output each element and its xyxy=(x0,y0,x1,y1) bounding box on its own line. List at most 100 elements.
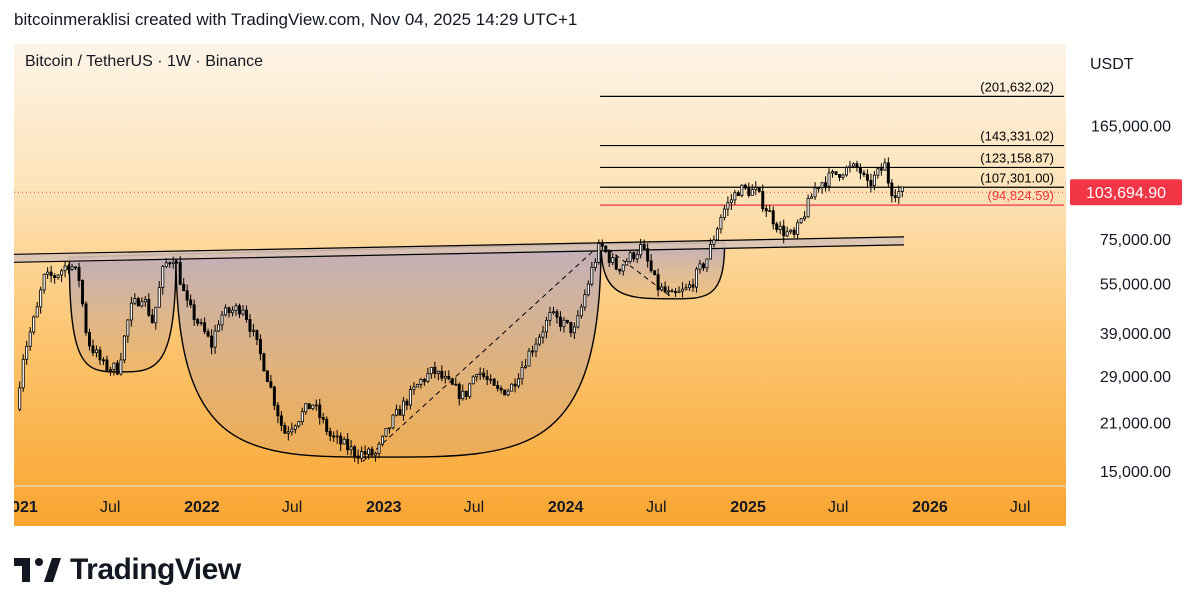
y-tick-label: 21,000.00 xyxy=(1100,415,1171,432)
candle-body xyxy=(353,446,357,457)
candle-body xyxy=(290,428,294,433)
candle-body xyxy=(858,166,862,174)
candle-body xyxy=(789,229,793,233)
candle-body xyxy=(499,387,503,391)
candle-body xyxy=(813,187,817,198)
tradingview-brand-text: TradingView xyxy=(70,553,241,586)
candle-body xyxy=(865,174,869,181)
y-tick-label: 165,000.00 xyxy=(1091,118,1171,135)
candle-body xyxy=(394,409,398,416)
candle-body xyxy=(67,265,71,270)
candle-body xyxy=(251,329,255,332)
candle-body xyxy=(370,448,374,456)
neckline-lower xyxy=(14,244,905,263)
tradingview-logo[interactable]: TradingView xyxy=(14,552,241,588)
candle-body xyxy=(374,452,378,456)
candle-body xyxy=(279,415,283,426)
candle-body xyxy=(611,257,615,263)
x-tick-label: 2021 xyxy=(14,499,38,516)
candle-body xyxy=(171,261,175,264)
candle-body xyxy=(653,270,657,276)
x-tick-label: Jul xyxy=(100,499,120,516)
candle-body xyxy=(129,302,133,321)
candle-body xyxy=(391,414,395,429)
candle-body xyxy=(607,251,611,263)
candle-body xyxy=(838,173,841,178)
candle-body xyxy=(39,289,43,308)
cup-curve xyxy=(175,243,602,458)
candle-body xyxy=(785,231,789,237)
neckline-upper xyxy=(14,236,905,255)
candle-body xyxy=(531,350,535,353)
candle-body xyxy=(133,298,137,304)
price-chart[interactable]: (201,632.02) (143,331.02) (123,158.87) (107… xyxy=(14,44,1184,526)
candle-body xyxy=(691,284,695,288)
candle-body xyxy=(203,322,207,333)
candle-body xyxy=(513,383,517,387)
candle-body xyxy=(475,374,479,378)
candle-body xyxy=(705,258,709,269)
candle-body xyxy=(248,319,252,332)
candle-body xyxy=(660,286,664,291)
candle-body xyxy=(164,262,168,267)
candle-body xyxy=(586,283,590,296)
chart-attribution: bitcoinmeraklisi created with TradingVie… xyxy=(14,10,578,29)
candle-body xyxy=(105,359,109,371)
candle-body xyxy=(565,319,569,323)
candle-body xyxy=(408,389,412,406)
candle-body xyxy=(447,376,451,380)
candle-body xyxy=(88,332,91,347)
candle-body xyxy=(579,306,583,317)
candle-body xyxy=(879,168,883,171)
candle-body xyxy=(405,400,409,406)
candle-body xyxy=(768,210,772,213)
candle-body xyxy=(74,266,78,269)
candle-body xyxy=(297,421,301,427)
candle-body xyxy=(583,294,587,308)
candle-body xyxy=(217,324,221,332)
candle-body xyxy=(360,451,364,459)
candle-body xyxy=(628,252,632,262)
candle-body xyxy=(646,248,650,262)
x-tick-label: 2026 xyxy=(912,499,948,516)
candle-body xyxy=(597,243,601,263)
candle-body xyxy=(754,187,758,191)
candle-body xyxy=(381,435,385,445)
candle-body xyxy=(771,210,775,225)
currency-label-box[interactable]: USDT xyxy=(1078,48,1176,78)
candle-body xyxy=(897,191,901,198)
candle-body xyxy=(618,268,622,272)
candle-body xyxy=(548,312,552,321)
candle-body xyxy=(332,435,336,438)
candle-body xyxy=(520,366,524,380)
target-levels: (201,632.02) (143,331.02) (123,158.87) (107… xyxy=(14,79,1066,206)
candle-body xyxy=(384,427,388,437)
candle-body xyxy=(335,435,339,438)
level-label: (123,158.87) xyxy=(980,150,1054,165)
candle-body xyxy=(478,372,482,375)
candle-body xyxy=(415,384,419,388)
chart-area[interactable]: (201,632.02) (143,331.02) (123,158.87) (107… xyxy=(14,44,1184,526)
candle-body xyxy=(283,425,287,434)
candle-body xyxy=(743,184,747,189)
candle-body xyxy=(701,263,705,269)
candle-body xyxy=(604,245,608,252)
candle-body xyxy=(63,265,67,272)
candle-body xyxy=(670,290,674,293)
candle-body xyxy=(621,264,625,272)
current-price-label: 103,694.90 xyxy=(1086,185,1166,202)
candle-body xyxy=(642,244,646,250)
candle-body xyxy=(684,287,688,290)
candle-body xyxy=(346,438,350,451)
candle-body xyxy=(175,261,179,264)
x-tick-label: 2024 xyxy=(548,499,584,516)
candle-body xyxy=(42,273,46,291)
candle-body xyxy=(349,446,353,451)
candle-body xyxy=(461,390,465,399)
candle-body xyxy=(726,202,730,210)
candle-body xyxy=(639,244,643,256)
time-axis-panel xyxy=(14,486,1066,526)
candle-body xyxy=(210,335,214,348)
candle-body xyxy=(314,404,318,407)
candle-body xyxy=(231,309,235,314)
